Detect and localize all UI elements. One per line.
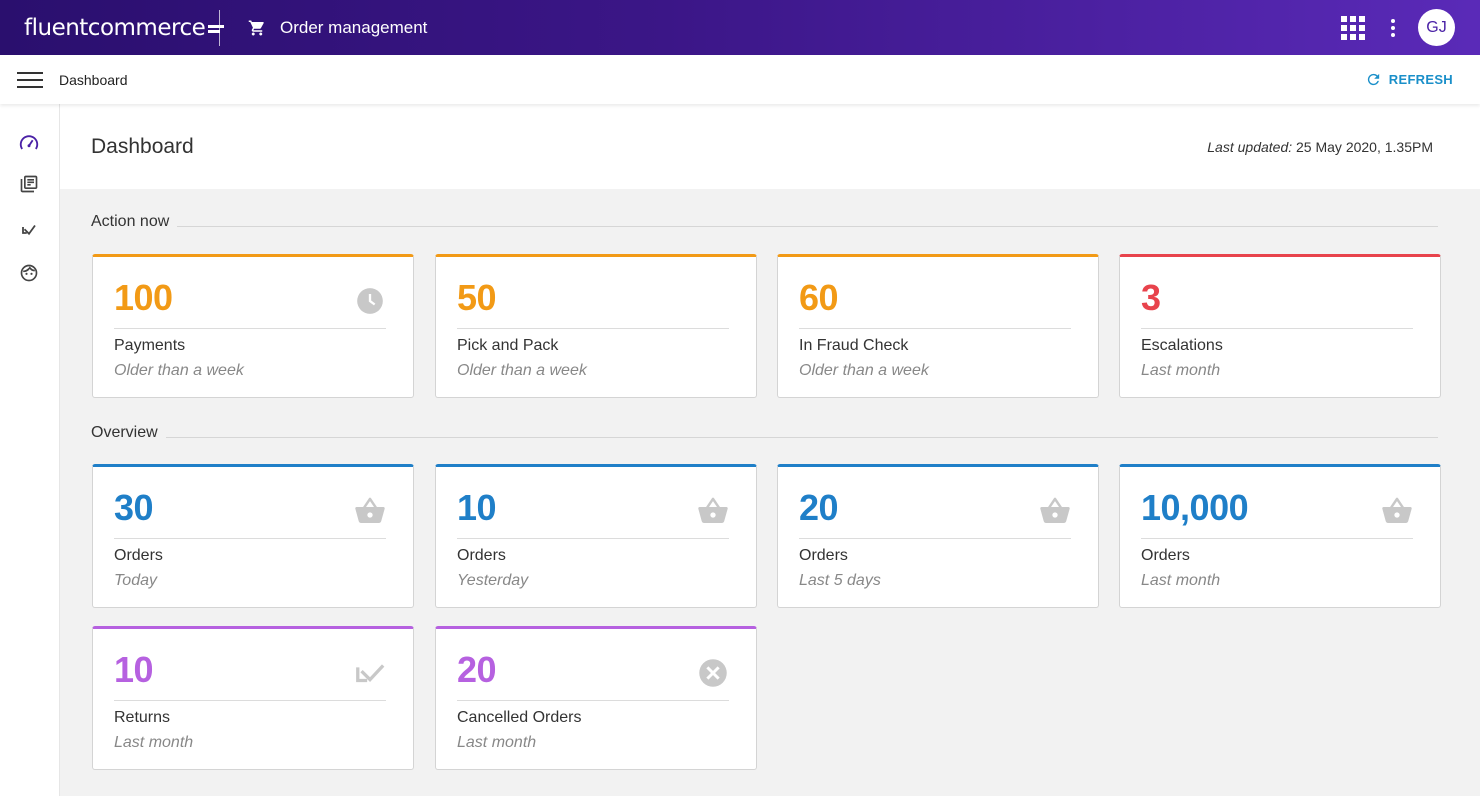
card-pick-and-pack[interactable]: 50 Pick and Pack Older than a week	[435, 254, 757, 398]
brand-logo[interactable]: fluentcommerce	[24, 15, 225, 41]
card-sublabel: Today	[114, 572, 157, 589]
card-sublabel: Yesterday	[457, 572, 529, 589]
card-sublabel: Last month	[1141, 572, 1221, 589]
card-divider	[457, 538, 729, 539]
card-cancelled-orders[interactable]: 20 Cancelled Orders Last month	[435, 626, 757, 770]
basket-icon	[697, 495, 729, 527]
card-value: 30	[114, 487, 154, 528]
card-label: Orders	[1141, 547, 1190, 564]
nav-returns[interactable]	[18, 219, 40, 241]
nav-customers[interactable]	[18, 262, 40, 284]
card-divider	[114, 700, 386, 701]
brand-name: fluentcommerce	[24, 14, 206, 41]
section-overview: Overview	[91, 424, 1438, 442]
page-header: Dashboard Last updated: 25 May 2020, 1.3…	[60, 104, 1480, 189]
card-label: Orders	[114, 547, 163, 564]
card-orders-last-5-days[interactable]: 20 Orders Last 5 days	[777, 464, 1099, 608]
menu-icon[interactable]	[17, 71, 43, 88]
card-sublabel: Last month	[457, 734, 537, 751]
card-payments[interactable]: 100 Payments Older than a week	[92, 254, 414, 398]
card-label: Orders	[799, 547, 848, 564]
face-icon	[20, 264, 38, 282]
card-divider	[457, 328, 729, 329]
clock-icon	[354, 285, 386, 317]
nav-dashboard[interactable]	[18, 132, 40, 154]
card-value: 10,000	[1141, 487, 1249, 528]
cancel-circle-icon	[697, 657, 729, 689]
card-divider	[799, 538, 1071, 539]
app-title-text: Order management	[280, 17, 428, 37]
card-label: Cancelled Orders	[457, 709, 582, 726]
card-label: Payments	[114, 337, 186, 354]
card-orders-today[interactable]: 30 Orders Today	[92, 464, 414, 608]
card-label: Escalations	[1141, 337, 1223, 354]
call-received-icon	[22, 224, 36, 236]
library-books-icon	[20, 175, 38, 193]
apps-grid-icon[interactable]	[1341, 15, 1365, 40]
section-title: Action now	[91, 213, 170, 230]
top-app-bar: fluentcommerce Order management GJ	[0, 0, 1480, 55]
card-divider	[1141, 538, 1413, 539]
logo-mark-icon	[208, 23, 225, 35]
section-divider	[165, 436, 1438, 438]
last-updated-value: 25 May 2020, 1.35PM	[1296, 138, 1433, 155]
card-orders-yesterday[interactable]: 10 Orders Yesterday	[435, 464, 757, 608]
card-sublabel: Older than a week	[799, 362, 929, 379]
card-label: Pick and Pack	[457, 337, 559, 354]
refresh-button[interactable]: REFRESH	[1365, 71, 1453, 88]
card-value: 100	[114, 277, 173, 318]
last-updated-label: Last updated:	[1207, 138, 1293, 155]
card-label: Returns	[114, 709, 171, 726]
card-value: 20	[799, 487, 839, 528]
section-title: Overview	[91, 424, 158, 441]
card-divider	[457, 700, 729, 701]
nav-orders[interactable]	[18, 173, 40, 195]
card-returns[interactable]: 10 Returns Last month	[92, 626, 414, 770]
card-sublabel: Last month	[114, 734, 194, 751]
breadcrumb: Dashboard	[59, 71, 128, 88]
card-value: 50	[457, 277, 497, 318]
card-in-fraud-check[interactable]: 60 In Fraud Check Older than a week	[777, 254, 1099, 398]
card-sublabel: Last month	[1141, 362, 1221, 379]
card-sublabel: Older than a week	[457, 362, 587, 379]
header-divider	[219, 9, 220, 46]
app-title[interactable]: Order management	[248, 18, 427, 38]
basket-icon	[1039, 495, 1071, 527]
last-updated: Last updated: 25 May 2020, 1.35PM	[1207, 139, 1433, 155]
left-nav-rail	[0, 104, 60, 796]
return-arrow-icon	[354, 657, 386, 689]
refresh-icon	[1367, 73, 1379, 86]
card-label: In Fraud Check	[799, 337, 909, 354]
more-vert-icon[interactable]	[1391, 18, 1395, 37]
card-sublabel: Older than a week	[114, 362, 244, 379]
card-value: 20	[457, 649, 497, 690]
basket-icon	[1381, 495, 1413, 527]
page-title: Dashboard	[91, 134, 194, 158]
avatar-initials: GJ	[1426, 18, 1447, 36]
card-divider	[1141, 328, 1413, 329]
card-divider	[114, 538, 386, 539]
card-value: 60	[799, 277, 839, 318]
card-divider	[114, 328, 386, 329]
card-label: Orders	[457, 547, 506, 564]
refresh-label: REFRESH	[1388, 72, 1453, 87]
basket-icon	[354, 495, 386, 527]
card-value: 3	[1141, 277, 1161, 318]
card-value: 10	[457, 487, 497, 528]
card-escalations[interactable]: 3 Escalations Last month	[1119, 254, 1441, 398]
cart-icon	[248, 20, 264, 35]
card-divider	[799, 328, 1071, 329]
user-avatar[interactable]: GJ	[1418, 9, 1455, 46]
card-orders-last-month[interactable]: 10,000 Orders Last month	[1119, 464, 1441, 608]
card-sublabel: Last 5 days	[799, 572, 881, 589]
speedometer-icon	[19, 135, 39, 150]
card-value: 10	[114, 649, 154, 690]
section-action-now: Action now	[91, 213, 1438, 231]
section-divider	[177, 225, 1438, 227]
sub-header: Dashboard REFRESH	[0, 55, 1480, 104]
